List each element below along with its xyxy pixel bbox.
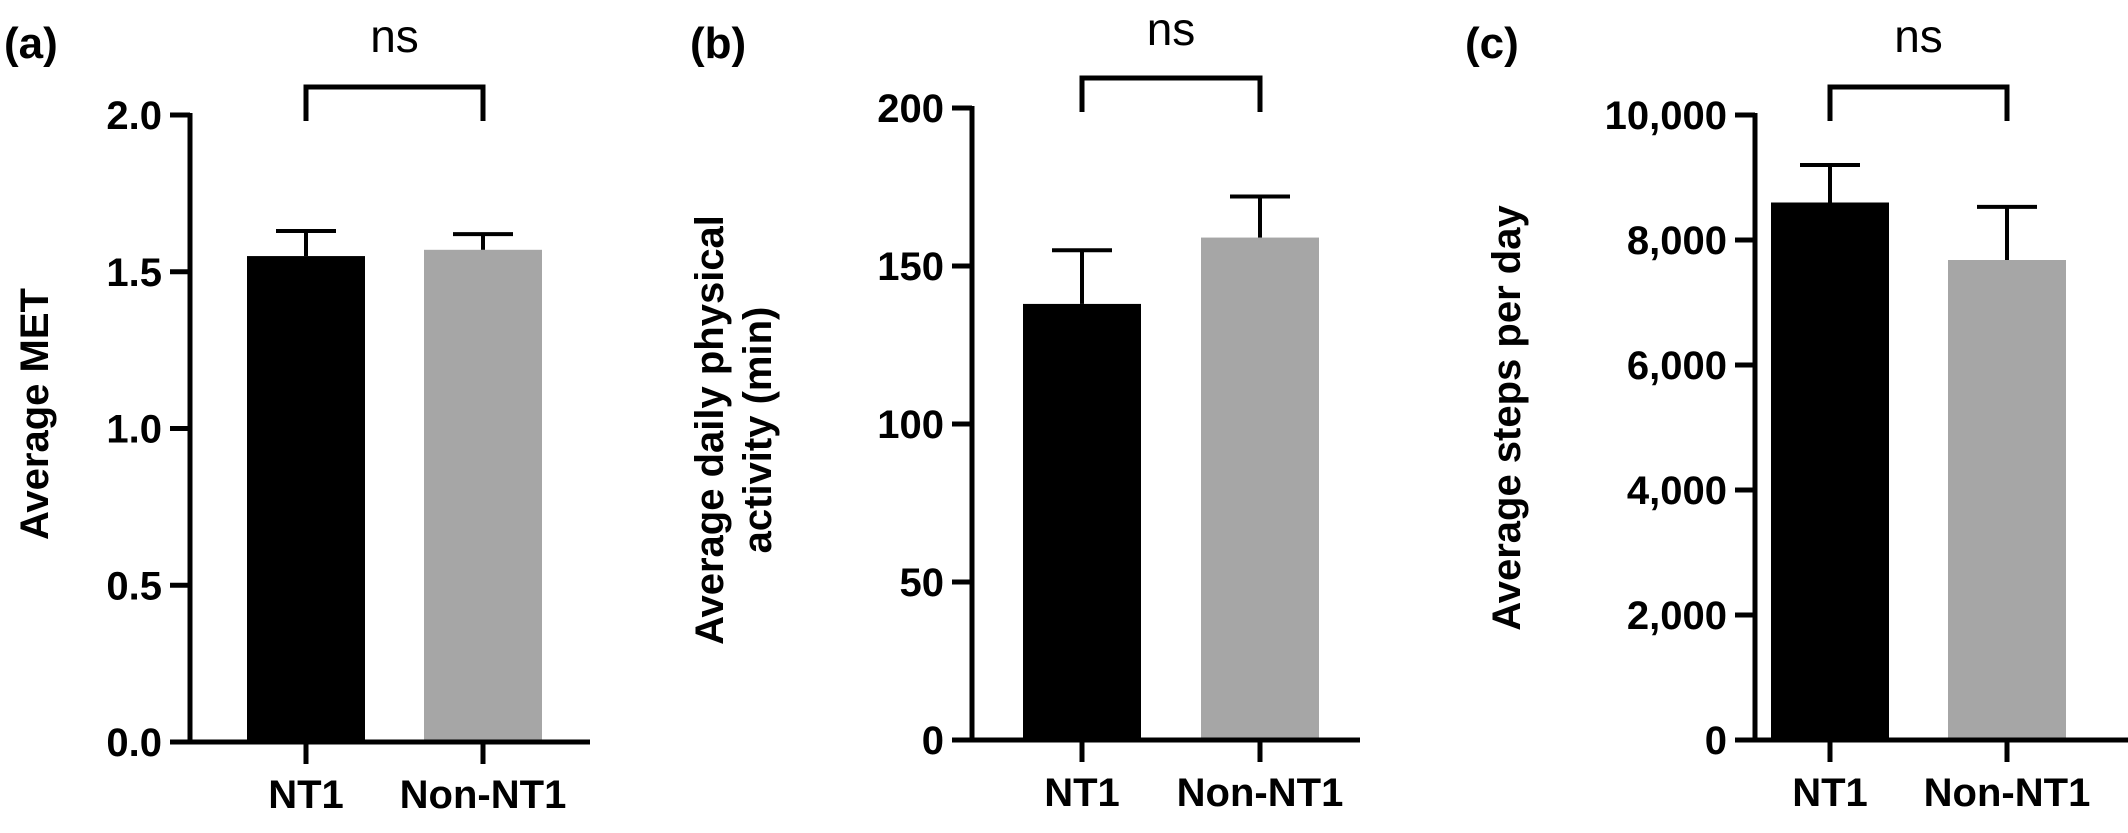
y-tick-label: 4,000 (1627, 469, 1727, 513)
y-axis-label: Average steps per day (1485, 205, 1529, 631)
x-tick-label: NT1 (1044, 771, 1120, 815)
y-tick-label: 0 (1705, 719, 1727, 763)
bar-nt1 (1771, 202, 1889, 740)
y-tick-label: 2,000 (1627, 594, 1727, 638)
y-tick-label: 1.5 (106, 251, 162, 295)
y-tick-label: 50 (900, 561, 945, 605)
bar-nt1 (247, 256, 365, 742)
x-tick-label: Non-NT1 (400, 773, 567, 817)
y-tick-label: 10,000 (1605, 94, 1727, 138)
bar-non-nt1 (1201, 237, 1319, 740)
y-axis-label: Average MET (13, 288, 57, 540)
significance-label: ns (1147, 3, 1196, 55)
y-tick-label: 150 (877, 245, 944, 289)
y-axis-label-line: Average steps per day (1485, 205, 1529, 631)
y-axis-label-line: Average daily physical (688, 215, 732, 645)
y-tick-label: 100 (877, 403, 944, 447)
y-tick-label: 0.5 (106, 564, 162, 608)
y-tick-label: 6,000 (1627, 344, 1727, 388)
y-tick-label: 2.0 (106, 94, 162, 138)
chart-panel-3: (c) 0 2,000 4,000 6,000 8,000 10,000 NT1 Non-NT1… (1465, 10, 2128, 815)
y-tick-label: 0 (922, 719, 944, 763)
chart-panel-2: (b) 0 50 100 150 200 NT1 Non-NT1 Average daily p… (688, 3, 1360, 815)
bar-non-nt1 (1948, 260, 2066, 740)
x-tick-label: NT1 (268, 773, 344, 817)
bar-nt1 (1023, 303, 1141, 740)
panel-label: (c) (1465, 19, 1519, 68)
significance-bracket (1827, 84, 2010, 121)
x-tick-label: Non-NT1 (1924, 771, 2091, 815)
significance-label: ns (370, 10, 419, 62)
bar-non-nt1 (424, 249, 542, 742)
panel-label: (b) (690, 19, 746, 68)
y-tick-label: 0.0 (106, 721, 162, 765)
y-tick-label: 8,000 (1627, 219, 1727, 263)
significance-bracket (1079, 75, 1263, 112)
significance-label: ns (1894, 10, 1943, 62)
y-axis-label-line: activity (min) (736, 307, 780, 554)
y-axis-label: Average daily physical activity (min) (688, 215, 780, 645)
y-tick-label: 200 (877, 87, 944, 131)
panel-label: (a) (4, 19, 58, 68)
y-axis-label-line: Average MET (13, 288, 57, 540)
x-tick-label: Non-NT1 (1177, 771, 1344, 815)
significance-bracket (303, 84, 486, 121)
x-tick-label: NT1 (1792, 771, 1868, 815)
chart-panel-1: (a) 0.0 0.5 1.0 1.5 2.0 NT1 Non-NT1 Average MET n… (4, 10, 590, 817)
y-tick-label: 1.0 (106, 408, 162, 452)
